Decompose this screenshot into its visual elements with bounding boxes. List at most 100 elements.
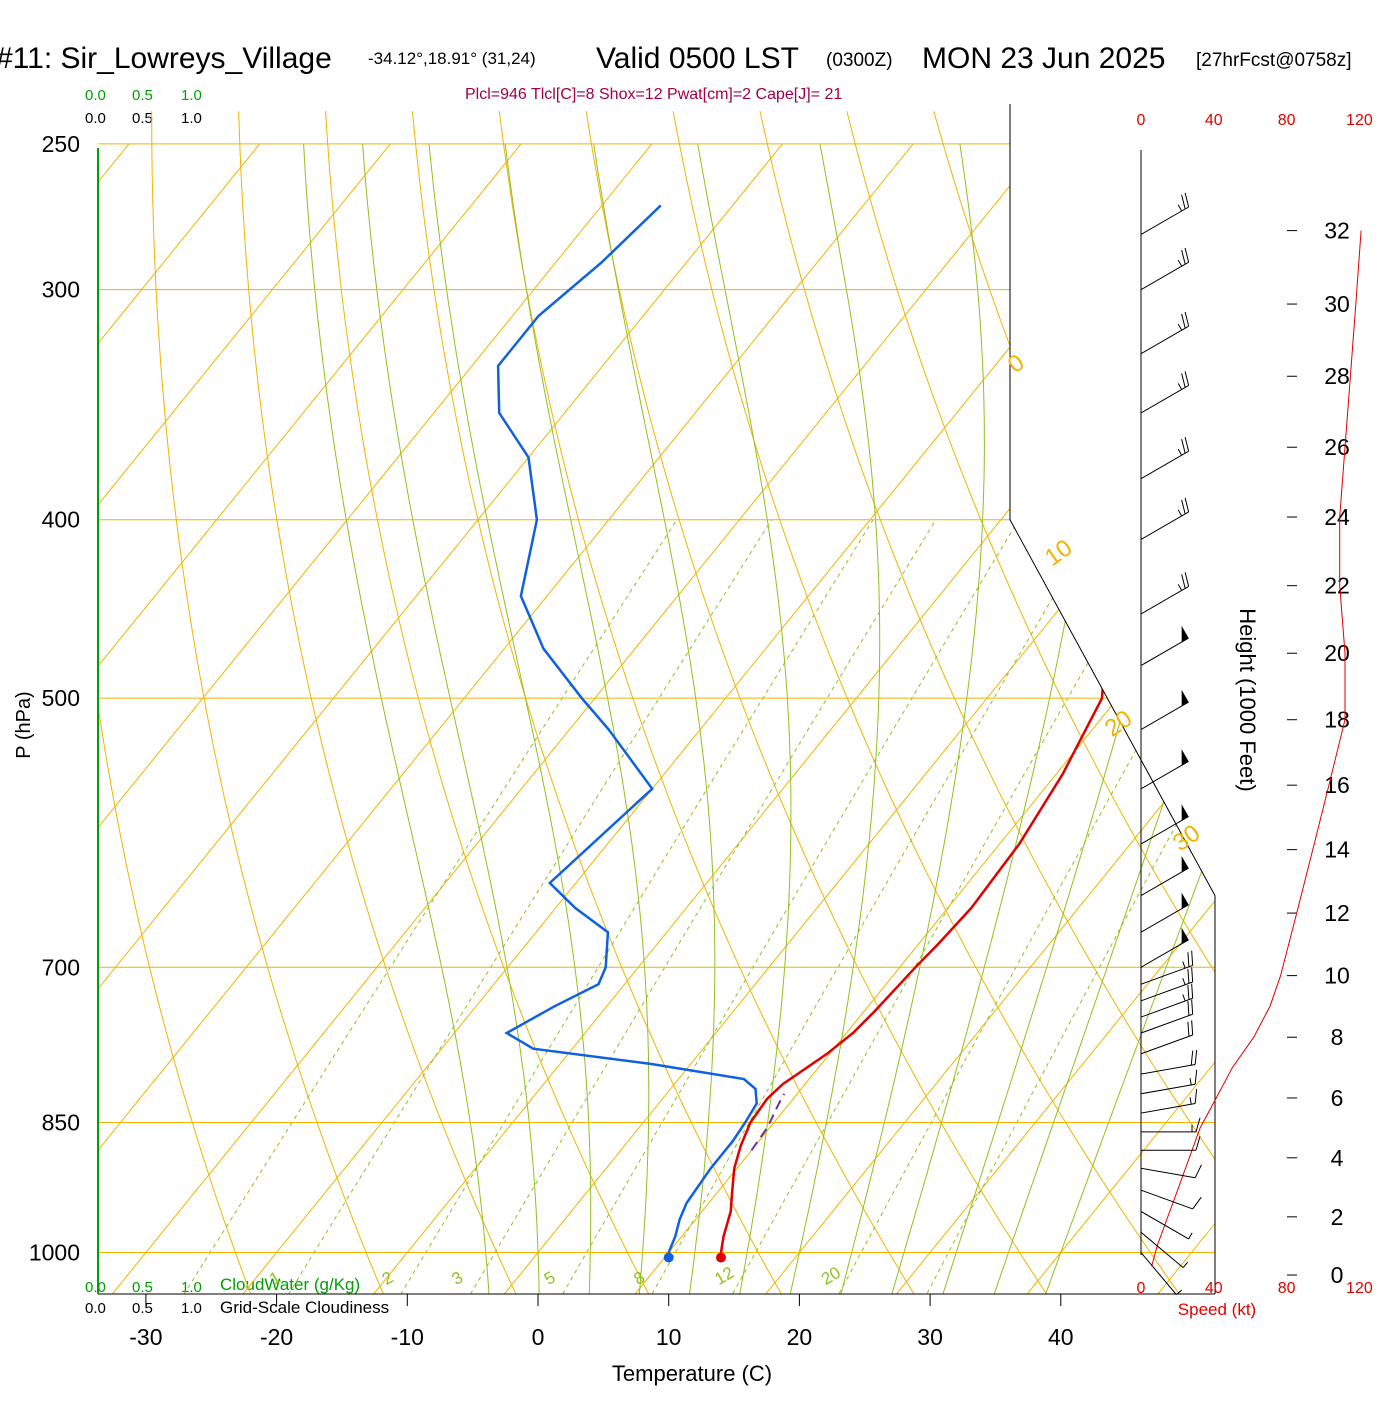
dry-adiabat <box>63 111 264 1329</box>
wind-barb-feather <box>1185 572 1189 586</box>
wind-barb-feather <box>1188 952 1189 967</box>
dry-adiabat <box>1195 111 1400 1329</box>
cloudiness-tick-1-bottom: 0.5 <box>132 1300 153 1317</box>
wind-barb-feather <box>1182 373 1186 387</box>
wind-barb-feather <box>1195 1089 1197 1103</box>
wind-barb-feather <box>1191 1051 1193 1065</box>
surface-temperature-dot <box>716 1253 726 1263</box>
mixing-ratio-line <box>714 520 1171 1329</box>
wind-barb-pennant <box>1182 893 1189 909</box>
height-tick-label: 30 <box>1324 291 1350 317</box>
speed-tick-label-top: 80 <box>1278 112 1296 129</box>
wind-barb-pennant <box>1182 804 1189 820</box>
isotherm-line <box>1130 144 1400 1329</box>
wind-barb-half-feather <box>1178 449 1182 455</box>
cloudiness-tick-2-bottom: 1.0 <box>181 1300 202 1317</box>
height-tick-label: 22 <box>1324 573 1350 599</box>
wind-barb-staff <box>1141 982 1193 1001</box>
isotherm-line <box>868 144 1400 1329</box>
cloudiness-tick-0: 0.0 <box>85 110 106 127</box>
cloud-scale-top: 0.0 0.5 1.0 0.0 0.5 1.0 <box>85 87 202 127</box>
surface-dewpoint-dot <box>664 1253 674 1263</box>
dewpoint-curve <box>498 205 757 1252</box>
wind-barb <box>1141 1000 1193 1033</box>
dry-adiabat <box>1368 111 1400 1329</box>
cloudiness-tick-2: 1.0 <box>181 110 202 127</box>
wind-barb <box>1141 690 1189 730</box>
wind-barb-staff <box>1141 998 1193 1017</box>
wind-barb <box>1141 1165 1202 1178</box>
moist-adiabat <box>698 144 791 1329</box>
moist-adiabat <box>594 144 715 1329</box>
height-tick-label: 18 <box>1324 707 1350 733</box>
temperature-tick-label: 40 <box>1048 1324 1074 1350</box>
station-coords: -34.12°,18.91° (31,24) <box>368 49 536 68</box>
dry-adiabat <box>152 111 399 1329</box>
moist-adiabat <box>1033 144 1400 1329</box>
cloud-scale-bottom: 0.0 0.5 1.0 CloudWater (g/Kg) 0.0 0.5 1.… <box>85 1275 389 1317</box>
mixing-ratio-line <box>632 520 1098 1329</box>
mixing-ratio-label: 8 <box>630 1268 648 1289</box>
wind-barb-feather <box>1185 498 1189 512</box>
wind-barb <box>1141 984 1193 1017</box>
temperature-tick-label: -20 <box>260 1324 293 1350</box>
wind-barb-feather <box>1185 437 1189 451</box>
wind-barb-staff <box>1141 1168 1195 1178</box>
wind-barb-feather <box>1192 951 1193 966</box>
mixing-ratio-label: 20 <box>818 1263 844 1289</box>
wind-barb-feather <box>1195 1050 1197 1064</box>
speed-tick-label-bottom: 0 <box>1137 1280 1146 1297</box>
wind-barb <box>1141 248 1189 290</box>
zulu-time: (0300Z) <box>826 50 893 71</box>
cloudiness-label: Grid-Scale Cloudiness <box>220 1298 389 1317</box>
isotherm-line <box>0 144 521 1329</box>
isotherm-line <box>0 144 913 1329</box>
moist-adiabat <box>982 144 1365 1329</box>
moist-adiabat <box>304 144 491 1329</box>
wind-barb-half-feather <box>1178 510 1182 516</box>
isotherm-line <box>0 144 782 1329</box>
mixing-ratio-line <box>820 520 1265 1329</box>
wind-barb <box>1141 1190 1201 1209</box>
wind-barb-feather <box>1188 985 1189 1000</box>
mixing-ratio-label: 12 <box>711 1263 737 1289</box>
wind-barb-pennant <box>1182 856 1189 872</box>
wind-barb <box>1141 312 1189 354</box>
pressure-tick-label: 400 <box>42 507 80 533</box>
wind-barb-staff <box>1141 761 1189 789</box>
wind-barb-feather <box>1192 984 1193 999</box>
height-tick-label: 24 <box>1324 504 1350 530</box>
wind-barb-feather <box>1182 574 1186 588</box>
dry-adiabat-label: 0 <box>1003 349 1029 379</box>
wind-barb-feather <box>1182 314 1186 328</box>
cloudiness-tick-0-bottom: 0.0 <box>85 1300 106 1317</box>
cloudwater-tick-0-bottom: 0.0 <box>85 1279 106 1296</box>
wind-barb-staff <box>1141 1064 1195 1074</box>
cloudiness-tick-1: 0.5 <box>132 110 153 127</box>
wind-barb-staff <box>1141 1232 1183 1267</box>
height-tick-label: 8 <box>1331 1024 1344 1050</box>
wind-barb-feather <box>1185 248 1189 262</box>
mixing-ratio-lines <box>162 520 1343 1329</box>
pressure-tick-label: 1000 <box>29 1240 80 1266</box>
wind-barb-staff <box>1141 1190 1193 1209</box>
mixing-ratio-label: 3 <box>449 1268 467 1289</box>
height-tick-label: 4 <box>1331 1145 1344 1171</box>
wind-barb-half-feather <box>1178 383 1182 389</box>
speed-tick-label-bottom: 80 <box>1278 1280 1296 1297</box>
mixing-ratio-label: 2 <box>379 1268 397 1289</box>
wind-barb-staff <box>1141 1084 1195 1094</box>
dry-adiabat <box>586 111 1070 1329</box>
wind-barb-feather <box>1182 439 1186 453</box>
wind-barb-half-feather <box>1183 978 1185 985</box>
height-tick-label: 28 <box>1324 363 1350 389</box>
wind-barb-staff <box>1141 1253 1176 1295</box>
wind-barb-pennant <box>1182 928 1189 944</box>
height-tick-label: 6 <box>1331 1085 1344 1111</box>
wind-barb-feather <box>1192 1020 1193 1035</box>
wind-barb-staff <box>1141 1211 1189 1239</box>
mixing-ratio-line <box>267 520 771 1329</box>
moist-adiabat <box>932 144 1247 1329</box>
valid-date: MON 23 Jun 2025 <box>922 42 1165 75</box>
